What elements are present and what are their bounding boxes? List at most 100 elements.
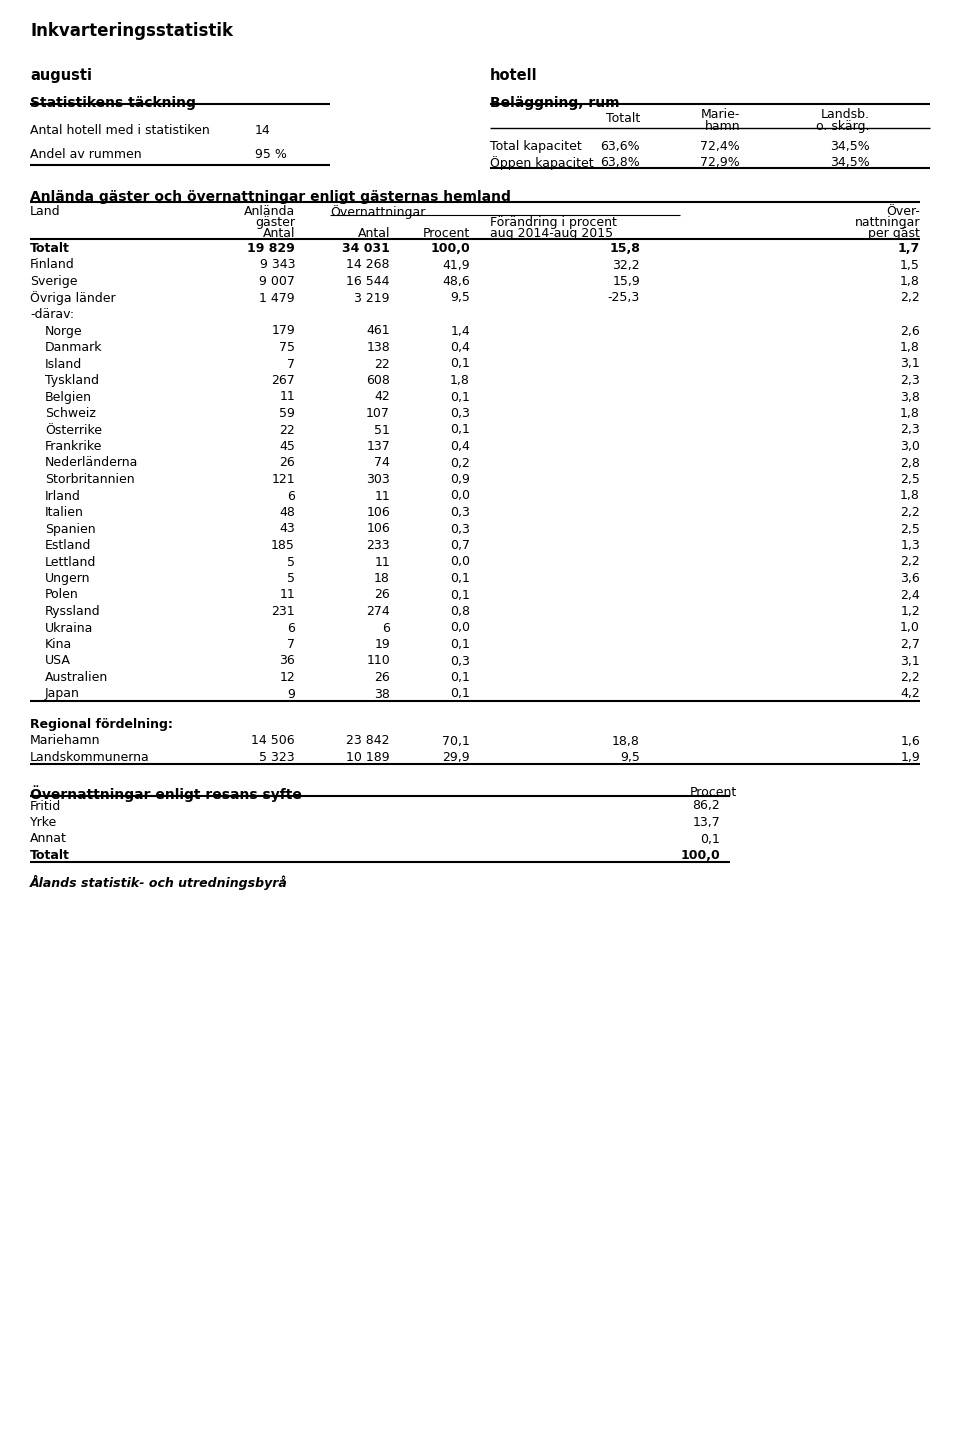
Text: 1,4: 1,4 [450,324,470,338]
Text: Fritid: Fritid [30,799,61,812]
Text: 2,6: 2,6 [900,324,920,338]
Text: 22: 22 [374,358,390,371]
Text: 0,4: 0,4 [450,340,470,354]
Text: 19: 19 [374,637,390,650]
Text: 0,0: 0,0 [450,489,470,502]
Text: 233: 233 [367,538,390,551]
Text: per gäst: per gäst [868,227,920,240]
Text: 1,7: 1,7 [898,242,920,255]
Text: 5 323: 5 323 [259,751,295,764]
Text: USA: USA [45,655,71,668]
Text: 107: 107 [366,407,390,420]
Text: Totalt: Totalt [606,112,640,125]
Text: 9 343: 9 343 [259,259,295,272]
Text: Belgien: Belgien [45,390,92,403]
Text: 1,8: 1,8 [900,275,920,288]
Text: Ryssland: Ryssland [45,605,101,618]
Text: 3,6: 3,6 [900,572,920,585]
Text: 2,2: 2,2 [900,291,920,304]
Text: 45: 45 [279,439,295,453]
Text: Land: Land [30,205,60,218]
Text: 10 189: 10 189 [347,751,390,764]
Text: Italien: Italien [45,506,84,519]
Text: 11: 11 [374,556,390,569]
Text: Andel av rummen: Andel av rummen [30,148,142,162]
Text: 7: 7 [287,358,295,371]
Text: 1,9: 1,9 [900,751,920,764]
Text: 70,1: 70,1 [443,735,470,748]
Text: 22: 22 [279,423,295,436]
Text: Övriga länder: Övriga länder [30,291,115,306]
Text: Nederländerna: Nederländerna [45,457,138,470]
Text: 2,4: 2,4 [900,588,920,601]
Text: 9,5: 9,5 [450,291,470,304]
Text: 185: 185 [271,538,295,551]
Text: 0,1: 0,1 [450,572,470,585]
Text: Öppen kapacitet: Öppen kapacitet [490,156,593,170]
Text: 32,2: 32,2 [612,259,640,272]
Text: 303: 303 [367,473,390,486]
Text: 179: 179 [272,324,295,338]
Text: 231: 231 [272,605,295,618]
Text: 1,6: 1,6 [900,735,920,748]
Text: Yrke: Yrke [30,816,58,829]
Text: 2,2: 2,2 [900,556,920,569]
Text: Polen: Polen [45,588,79,601]
Text: 2,2: 2,2 [900,671,920,684]
Text: 1,3: 1,3 [900,538,920,551]
Text: Island: Island [45,358,83,371]
Text: Ålands statistik- och utredningsbyrå: Ålands statistik- och utredningsbyrå [30,876,288,890]
Text: Danmark: Danmark [45,340,103,354]
Text: 110: 110 [367,655,390,668]
Text: augusti: augusti [30,68,92,83]
Text: 0,1: 0,1 [450,588,470,601]
Text: 0,1: 0,1 [450,358,470,371]
Text: 51: 51 [374,423,390,436]
Text: 72,4%: 72,4% [700,140,740,153]
Text: Tyskland: Tyskland [45,374,99,387]
Text: gäster: gäster [255,215,295,228]
Text: 34,5%: 34,5% [830,156,870,169]
Text: 14: 14 [255,124,271,137]
Text: 0,3: 0,3 [450,522,470,535]
Text: 3,1: 3,1 [900,655,920,668]
Text: 3,1: 3,1 [900,358,920,371]
Text: 19 829: 19 829 [248,242,295,255]
Text: 43: 43 [279,522,295,535]
Text: 608: 608 [366,374,390,387]
Text: 1,8: 1,8 [450,374,470,387]
Text: 11: 11 [374,489,390,502]
Text: 0,1: 0,1 [450,637,470,650]
Text: 6: 6 [287,621,295,634]
Text: 0,3: 0,3 [450,655,470,668]
Text: 100,0: 100,0 [681,850,720,861]
Text: Mariehamn: Mariehamn [30,735,101,748]
Text: Beläggning, rum: Beläggning, rum [490,96,619,111]
Text: hotell: hotell [490,68,538,83]
Text: 48: 48 [279,506,295,519]
Text: 74: 74 [374,457,390,470]
Text: Antal: Antal [262,227,295,240]
Text: 42: 42 [374,390,390,403]
Text: o. skärg.: o. skärg. [817,119,870,132]
Text: 14 506: 14 506 [252,735,295,748]
Text: nattningar: nattningar [854,215,920,228]
Text: 72,9%: 72,9% [700,156,740,169]
Text: 23 842: 23 842 [347,735,390,748]
Text: 15,8: 15,8 [610,242,640,255]
Text: 5: 5 [287,556,295,569]
Text: 12: 12 [279,671,295,684]
Text: 1,2: 1,2 [900,605,920,618]
Text: Kina: Kina [45,637,72,650]
Text: 3,8: 3,8 [900,390,920,403]
Text: Anlända: Anlända [244,205,295,218]
Text: 0,1: 0,1 [450,390,470,403]
Text: Spanien: Spanien [45,522,96,535]
Text: hamn: hamn [705,119,740,132]
Text: aug 2014-aug 2015: aug 2014-aug 2015 [490,227,613,240]
Text: Norge: Norge [45,324,83,338]
Text: Total kapacitet: Total kapacitet [490,140,582,153]
Text: Övernattningar: Övernattningar [330,205,425,218]
Text: 14 268: 14 268 [347,259,390,272]
Text: 1,8: 1,8 [900,340,920,354]
